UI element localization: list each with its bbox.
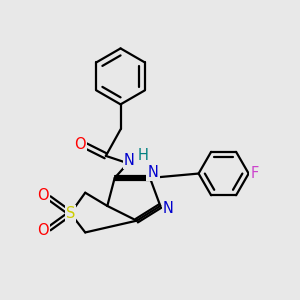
Text: F: F	[250, 166, 259, 181]
Text: N: N	[124, 153, 135, 168]
Text: O: O	[38, 224, 49, 238]
Text: O: O	[74, 136, 86, 152]
Text: S: S	[66, 206, 75, 221]
Text: N: N	[163, 201, 174, 216]
Text: H: H	[138, 148, 149, 163]
Text: O: O	[38, 188, 49, 203]
Text: N: N	[148, 165, 158, 180]
